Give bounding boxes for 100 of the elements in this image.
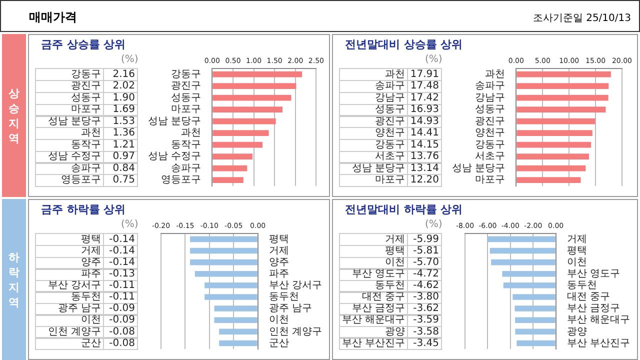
y-tick-label: 송파구 — [475, 80, 506, 92]
category-label: 광양 — [385, 326, 405, 338]
text: 전년말대비 상승률 상위 — [345, 37, 463, 52]
category-label: 성남 분당구 — [352, 162, 405, 174]
y-tick-label: 강동구 — [171, 68, 202, 80]
category-label: 양천구 — [375, 128, 405, 139]
data-label: -5.81 — [413, 245, 439, 256]
data-label: 14.93 — [410, 116, 439, 127]
bar — [212, 106, 282, 112]
y-tick-label: 파주 — [268, 268, 289, 280]
y-tick-label: 광양 — [566, 326, 587, 338]
y-tick-label: 동두천 — [268, 292, 299, 303]
y-tick-label: 성동구 — [475, 104, 506, 116]
bar — [516, 142, 592, 148]
bar — [212, 154, 253, 160]
category-label: 영등포구 — [61, 174, 101, 186]
text: 하락지역 — [8, 250, 20, 310]
chart-title: 전년말대비 하락률 상위 — [345, 202, 463, 217]
category-label: 송파구 — [71, 162, 101, 174]
category-label: 부산 금정구 — [352, 303, 405, 314]
text: 조사기준일 25/10/13 — [532, 12, 631, 25]
data-label: 0.75 — [112, 174, 135, 186]
y-tick-label: 성남 분당구 — [452, 162, 506, 174]
y-tick-label: 성남 수정구 — [148, 151, 202, 162]
bar — [516, 118, 596, 124]
bar — [212, 118, 276, 124]
y-tick-label: 마포구 — [171, 104, 202, 116]
text: 상승지역 — [8, 86, 20, 146]
data-label: 0.84 — [112, 162, 135, 174]
category-label: 성동구 — [375, 104, 405, 116]
y-tick-label: 과천 — [485, 68, 506, 80]
category-label: 송파구 — [375, 80, 405, 92]
category-label: 파주 — [81, 268, 101, 280]
y-tick-label: 마포구 — [475, 174, 506, 186]
y-tick-label: 강남구 — [475, 92, 506, 104]
y-tick-label: 군산 — [268, 338, 289, 349]
bar — [212, 177, 244, 184]
bar — [516, 71, 611, 78]
text: 금주 상승률 상위 — [41, 37, 126, 52]
data-label: 2.16 — [112, 68, 135, 80]
data-label: -3.59 — [413, 314, 439, 326]
y-tick-label: 이천 — [268, 314, 289, 326]
y-tick-label: 평택 — [268, 234, 289, 245]
data-label: -0.08 — [109, 326, 135, 338]
data-label: -0.14 — [109, 245, 135, 256]
category-label: 부산 해운대구 — [342, 314, 405, 326]
data-label: 1.90 — [112, 92, 135, 104]
category-label: 광진구 — [71, 80, 101, 92]
category-label: 양주 — [81, 256, 101, 268]
category-label: 광진구 — [375, 116, 405, 127]
bar — [212, 94, 292, 101]
bar — [516, 83, 609, 89]
category-label: 서초구 — [375, 151, 405, 162]
category-label: 군산 — [81, 338, 101, 349]
data-label: 1.21 — [112, 139, 135, 150]
category-label: 강동구 — [375, 139, 405, 150]
y-tick-label: 광주 남구 — [268, 303, 312, 314]
bar — [212, 142, 263, 148]
data-label: -3.45 — [413, 338, 439, 349]
data-label: -4.72 — [413, 268, 439, 280]
category-label: 거제 — [385, 234, 405, 245]
text: (%) — [425, 54, 442, 65]
category-label: 광주 남구 — [58, 303, 101, 314]
category-label: 마포구 — [71, 104, 101, 116]
y-tick-label: 영등포구 — [161, 174, 202, 186]
category-label: 거제 — [81, 245, 101, 256]
bar — [212, 83, 296, 89]
bar — [516, 177, 581, 184]
bar — [516, 94, 608, 101]
data-label: -3.58 — [413, 326, 439, 338]
y-tick-label: 부산 영도구 — [566, 268, 620, 280]
y-tick-label: 부산 부산진구 — [566, 338, 630, 349]
y-tick-label: 부산 강서구 — [268, 280, 322, 292]
text: 매매가격 — [29, 9, 77, 26]
data-label: -0.14 — [109, 256, 135, 268]
data-label: -3.62 — [413, 303, 439, 314]
y-tick-label: 평택 — [566, 245, 587, 256]
category-label: 강동구 — [71, 68, 101, 80]
y-tick-label: 부산 금정구 — [566, 303, 620, 314]
data-label: 13.76 — [410, 151, 439, 162]
data-label: 17.48 — [410, 80, 439, 92]
y-tick-label: 거제 — [566, 234, 587, 245]
y-tick-label: 강동구 — [475, 139, 506, 150]
category-label: 부산 부산진구 — [342, 338, 405, 349]
bar — [212, 130, 269, 136]
category-label: 동두천 — [375, 280, 405, 292]
category-label: 부산 영도구 — [352, 268, 405, 280]
data-label: 16.93 — [410, 104, 439, 116]
bar — [212, 71, 302, 78]
y-tick-label: 성동구 — [171, 92, 202, 104]
data-label: -0.11 — [109, 292, 135, 303]
category-label: 평택 — [81, 234, 101, 245]
y-tick-label: 송파구 — [171, 162, 202, 174]
data-label: 0.97 — [112, 151, 135, 162]
category-label: 과천 — [81, 128, 101, 139]
bar — [516, 106, 606, 112]
category-label: 동두천 — [71, 292, 101, 303]
data-label: -0.11 — [109, 280, 135, 292]
data-label: -5.99 — [413, 234, 439, 245]
category-label: 평택 — [385, 245, 405, 256]
